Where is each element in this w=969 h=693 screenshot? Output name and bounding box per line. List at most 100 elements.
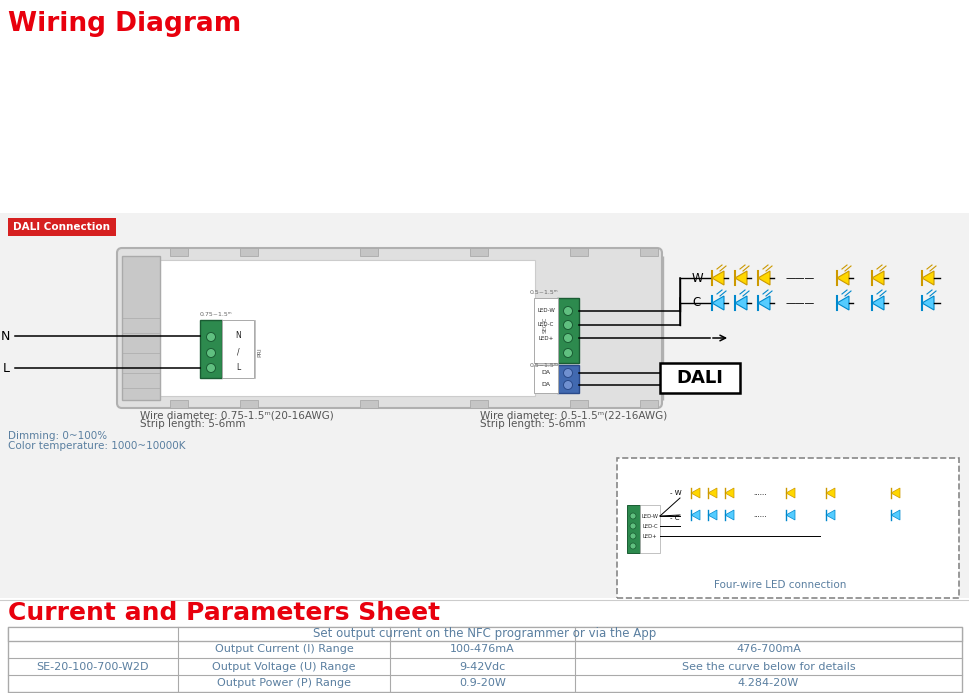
Polygon shape (711, 271, 723, 285)
Text: LED-W: LED-W (641, 514, 658, 518)
Bar (470, 248, 487, 256)
Text: N: N (234, 331, 240, 340)
Text: DALI Connection: DALI Connection (14, 222, 110, 232)
Circle shape (206, 364, 215, 373)
Bar (640, 505, 659, 553)
Text: PRI: PRI (257, 347, 263, 357)
Text: 100-476mA: 100-476mA (450, 644, 515, 654)
Text: 9-42Vdc: 9-42Vdc (459, 662, 505, 672)
Text: - C: - C (670, 515, 679, 521)
Polygon shape (785, 488, 795, 498)
Bar (8, 218, 116, 236)
Polygon shape (785, 510, 795, 520)
Text: ......: ...... (753, 490, 766, 496)
FancyBboxPatch shape (616, 458, 958, 598)
Bar (170, 248, 188, 256)
Bar (170, 400, 188, 408)
Text: 476-700mA: 476-700mA (735, 644, 800, 654)
Bar (556, 298, 578, 363)
Text: Output Power (P) Range: Output Power (P) Range (217, 678, 351, 689)
Text: Output Current (I) Range: Output Current (I) Range (214, 644, 353, 654)
Text: Four-wire LED connection: Four-wire LED connection (713, 580, 845, 590)
Polygon shape (891, 510, 899, 520)
Text: LED-C: LED-C (641, 523, 657, 529)
Bar (122, 256, 160, 400)
Text: LED-W: LED-W (537, 308, 554, 313)
Polygon shape (735, 296, 746, 310)
Circle shape (206, 349, 215, 358)
Text: DA: DA (541, 383, 550, 387)
Text: Set output current on the NFC programmer or via the App: Set output current on the NFC programmer… (313, 627, 656, 640)
Text: L: L (3, 362, 10, 374)
Circle shape (206, 333, 215, 342)
Bar (239, 248, 258, 256)
Polygon shape (826, 510, 834, 520)
Text: 0.75~1.5ᵐ: 0.75~1.5ᵐ (200, 312, 233, 317)
Text: Wiring Diagram: Wiring Diagram (8, 11, 241, 37)
Bar (160, 260, 535, 396)
Text: 0.5~1.5ᵐ: 0.5~1.5ᵐ (529, 363, 558, 368)
Bar (640, 400, 657, 408)
Text: Wire diameter: 0.5-1.5ᵐ(22-16AWG): Wire diameter: 0.5-1.5ᵐ(22-16AWG) (480, 410, 667, 420)
Text: Color temperature: 1000~10000K: Color temperature: 1000~10000K (8, 441, 185, 451)
Polygon shape (735, 271, 746, 285)
Text: LED-C: LED-C (537, 322, 553, 328)
Bar (534, 365, 557, 393)
Bar (200, 320, 222, 378)
Polygon shape (836, 296, 848, 310)
Circle shape (563, 320, 572, 329)
Bar (570, 248, 587, 256)
Text: LED+: LED+ (642, 534, 657, 538)
Text: N: N (1, 329, 10, 342)
Text: 4.284-20W: 4.284-20W (737, 678, 798, 689)
Circle shape (629, 523, 636, 529)
Bar (359, 400, 378, 408)
Text: Strip length: 5-6mm: Strip length: 5-6mm (480, 419, 585, 429)
Text: W: W (691, 272, 703, 285)
Polygon shape (690, 510, 700, 520)
Text: DA: DA (541, 371, 550, 376)
Polygon shape (891, 488, 899, 498)
Text: SEC-C: SEC-C (542, 317, 547, 333)
Polygon shape (724, 488, 734, 498)
Text: ......: ...... (753, 512, 766, 518)
Polygon shape (724, 510, 734, 520)
Polygon shape (871, 271, 883, 285)
Text: Wire diameter: 0.75-1.5ᵐ(20-16AWG): Wire diameter: 0.75-1.5ᵐ(20-16AWG) (140, 410, 333, 420)
Text: /: / (236, 347, 239, 356)
Circle shape (563, 380, 572, 389)
Text: See the curve below for details: See the curve below for details (681, 662, 855, 672)
Bar (239, 400, 258, 408)
Text: LED+: LED+ (538, 335, 553, 340)
Text: L: L (235, 364, 240, 373)
Polygon shape (836, 271, 848, 285)
Bar (659, 363, 739, 393)
Text: C: C (691, 297, 700, 310)
Circle shape (629, 533, 636, 539)
Text: Strip length: 5-6mm: Strip length: 5-6mm (140, 419, 245, 429)
Polygon shape (707, 488, 716, 498)
Bar (0, 213, 969, 598)
Polygon shape (922, 296, 933, 310)
Bar (470, 400, 487, 408)
FancyBboxPatch shape (117, 248, 661, 408)
Bar (8, 627, 961, 692)
Polygon shape (871, 296, 883, 310)
Bar (222, 320, 254, 378)
Polygon shape (826, 488, 834, 498)
Text: ———: ——— (785, 298, 814, 308)
Bar (359, 248, 378, 256)
Polygon shape (707, 510, 716, 520)
Circle shape (563, 349, 572, 358)
Text: Output Voltage (U) Range: Output Voltage (U) Range (212, 662, 356, 672)
Polygon shape (757, 296, 769, 310)
Polygon shape (922, 271, 933, 285)
Circle shape (629, 543, 636, 549)
Text: 0.9-20W: 0.9-20W (458, 678, 506, 689)
Text: SE-20-100-700-W2D: SE-20-100-700-W2D (37, 662, 149, 672)
Bar (556, 365, 578, 393)
Polygon shape (711, 296, 723, 310)
Circle shape (629, 513, 636, 519)
Circle shape (563, 333, 572, 342)
Text: DALI: DALI (675, 369, 723, 387)
